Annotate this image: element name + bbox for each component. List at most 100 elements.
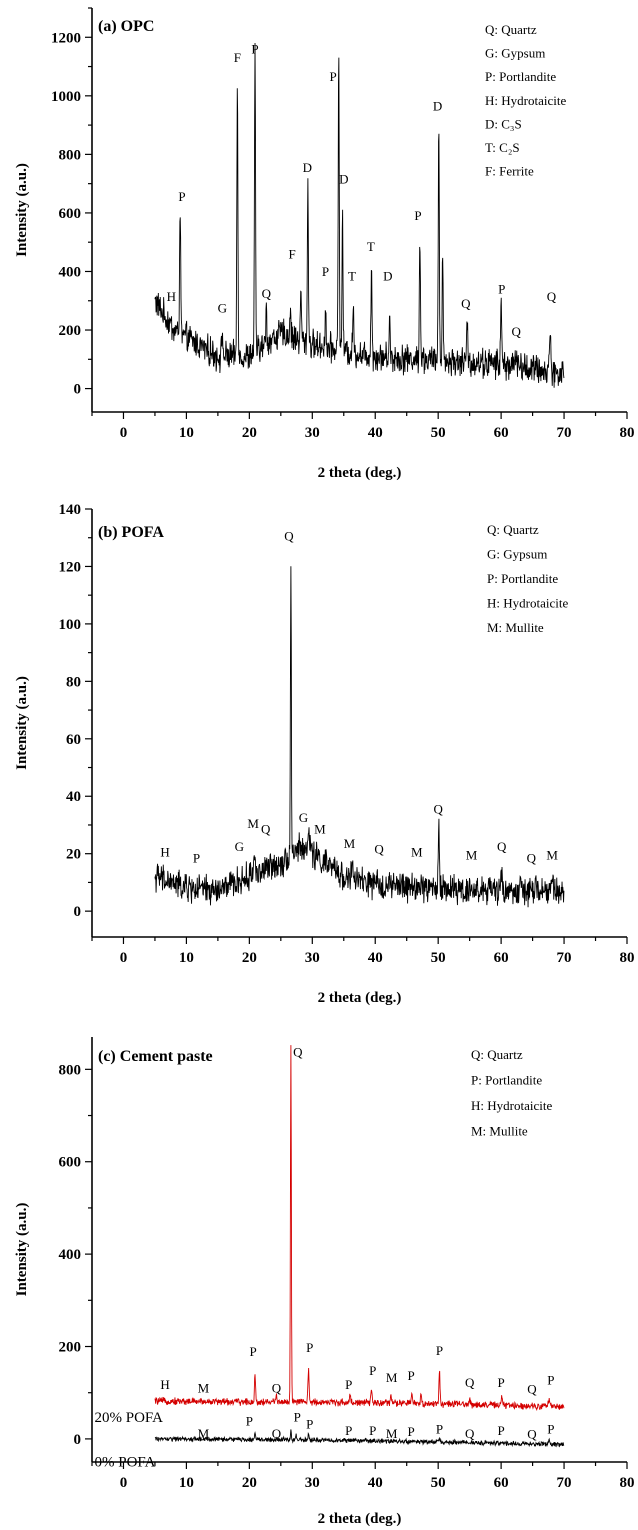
legend-entry: H: Hydrotaicite	[487, 596, 568, 611]
legend-entry: D: C₃S	[485, 116, 522, 131]
peak-label: F	[234, 50, 241, 65]
peak-label: P	[322, 264, 329, 279]
peak-label: Q	[272, 1426, 282, 1441]
legend-entry: H: Hydrotaicite	[485, 93, 566, 108]
peak-label: P	[193, 850, 200, 865]
legend-entry: F: Ferrite	[485, 164, 534, 179]
x-tick-label: 50	[431, 1475, 446, 1491]
peak-label: Q	[465, 1426, 475, 1441]
peak-label: D	[433, 98, 442, 113]
series-label: 0% POFA	[95, 1455, 156, 1471]
peak-label: P	[498, 1423, 505, 1438]
x-tick-label: 60	[494, 425, 509, 441]
legend-entry: M: Mullite	[471, 1124, 528, 1139]
y-tick-label: 400	[59, 264, 82, 280]
peak-label: P	[251, 41, 258, 56]
y-tick-label: 800	[59, 1062, 82, 1078]
legend-entry: T: C₂S	[485, 140, 520, 155]
x-tick-label: 80	[620, 950, 635, 966]
x-tick-label: 80	[620, 425, 635, 441]
y-axis-title: Intensity (a.u.)	[14, 676, 30, 770]
peak-label: M	[386, 1370, 398, 1385]
peak-label: F	[289, 246, 296, 261]
peak-label: P	[547, 1421, 554, 1436]
peak-label: Q	[262, 286, 272, 301]
x-tick-label: 70	[557, 950, 572, 966]
y-tick-label: 40	[66, 789, 81, 805]
x-axis-title: 2 theta (deg.)	[318, 465, 402, 481]
y-tick-label: 1200	[51, 30, 81, 46]
peak-label: T	[348, 268, 356, 283]
peak-label: P	[369, 1423, 376, 1438]
legend-entry: Q: Quartz	[471, 1047, 523, 1062]
legend-entry: P: Portlandite	[485, 69, 556, 84]
x-tick-label: 10	[179, 1475, 194, 1491]
peak-label: G	[218, 300, 227, 315]
peak-label: Q	[272, 1381, 282, 1396]
x-tick-label: 50	[431, 950, 446, 966]
chart-title: (b) POFA	[98, 524, 164, 541]
legend-entry: P: Portlandite	[487, 571, 558, 586]
xrd-pattern-line-1	[154, 1429, 565, 1448]
peak-label: Q	[261, 822, 271, 837]
peak-label: G	[235, 839, 244, 854]
peak-label: Q	[465, 1375, 475, 1390]
peak-label: D	[339, 172, 348, 187]
series-label: 20% POFA	[95, 1410, 164, 1426]
peak-label: P	[436, 1421, 443, 1436]
y-tick-label: 200	[59, 1340, 82, 1356]
peak-label: Q	[461, 296, 471, 311]
y-tick-label: 0	[74, 382, 82, 398]
y-tick-label: 600	[59, 206, 82, 222]
peak-label: Q	[527, 850, 537, 865]
y-tick-label: 0	[74, 904, 82, 920]
y-tick-label: 1000	[51, 89, 81, 105]
peak-label: M	[466, 847, 478, 862]
peak-label: M	[198, 1381, 210, 1396]
peak-label: P	[407, 1424, 414, 1439]
peak-label: M	[247, 816, 259, 831]
x-axis-title: 2 theta (deg.)	[318, 1511, 402, 1527]
legend-entry: H: Hydrotaicite	[471, 1098, 552, 1113]
x-tick-label: 40	[368, 425, 383, 441]
peak-label: Q	[284, 529, 294, 544]
chart-title: (a) OPC	[98, 18, 154, 35]
peak-label: P	[345, 1423, 352, 1438]
legend-entry: P: Portlandite	[471, 1073, 542, 1088]
peak-label: P	[345, 1377, 352, 1392]
peak-label: T	[367, 239, 375, 254]
peak-label: M	[344, 836, 356, 851]
xrd-pattern-line-0	[154, 1045, 565, 1412]
y-axis-title: Intensity (a.u.)	[14, 163, 30, 257]
x-tick-label: 50	[431, 425, 446, 441]
x-tick-label: 30	[305, 1475, 320, 1491]
peak-label: Q	[293, 1044, 303, 1059]
peak-label: G	[299, 810, 308, 825]
x-tick-label: 20	[242, 950, 257, 966]
peak-label: D	[383, 268, 392, 283]
x-tick-label: 10	[179, 425, 194, 441]
peak-label: Q	[374, 842, 384, 857]
peak-label: D	[303, 160, 312, 175]
peak-label: Q	[433, 801, 443, 816]
x-tick-label: 70	[557, 425, 572, 441]
x-tick-label: 10	[179, 950, 194, 966]
y-tick-label: 140	[59, 502, 82, 518]
y-tick-label: 200	[59, 323, 82, 339]
peak-label: Q	[512, 324, 522, 339]
peak-label: M	[546, 847, 558, 862]
y-tick-label: 80	[66, 674, 81, 690]
y-tick-label: 800	[59, 147, 82, 163]
peak-label: P	[436, 1343, 443, 1358]
peak-label: P	[369, 1363, 376, 1378]
peak-label: P	[414, 208, 421, 223]
peak-label: P	[294, 1409, 301, 1424]
y-tick-label: 120	[59, 559, 82, 575]
y-axis-title: Intensity (a.u.)	[14, 1203, 30, 1297]
peak-label: M	[386, 1426, 398, 1441]
x-tick-label: 30	[305, 950, 320, 966]
peak-label: P	[178, 189, 185, 204]
legend-entry: G: Gypsum	[487, 547, 547, 562]
